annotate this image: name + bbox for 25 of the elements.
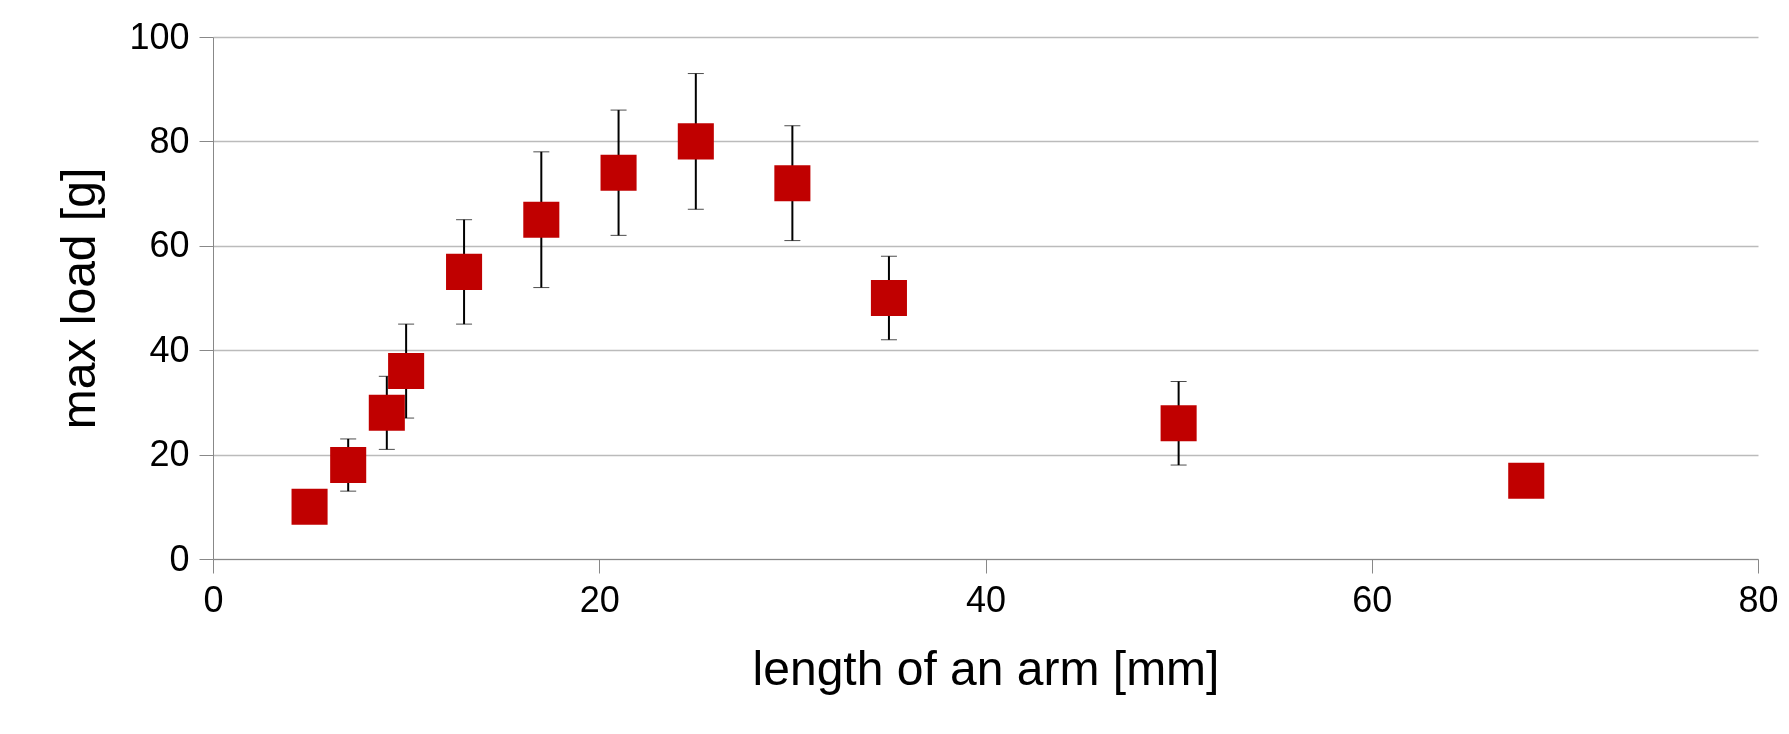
y-tick-label: 20 (149, 433, 190, 475)
point (388, 353, 425, 390)
point (523, 201, 560, 238)
y-tick-label: 100 (129, 15, 190, 57)
y-axis-title: max load [g] (52, 167, 106, 430)
point (600, 154, 637, 191)
x-tick-label: 80 (1738, 578, 1779, 620)
y-tick-label: 80 (149, 119, 190, 161)
point (774, 165, 811, 202)
y-tick-label: 0 (169, 537, 190, 579)
x-axis-title: length of an arm [mm] (752, 641, 1220, 695)
point (677, 123, 714, 160)
x-tick-label: 40 (965, 578, 1007, 620)
y-tick-label: 60 (149, 224, 190, 266)
x-tick-label: 20 (579, 578, 620, 620)
point (870, 279, 907, 317)
point (1508, 462, 1545, 499)
point (291, 488, 328, 525)
y-tick-label: 40 (149, 328, 190, 370)
point (330, 447, 367, 484)
x-tick-label: 0 (203, 578, 224, 620)
point (1160, 405, 1197, 442)
point (446, 253, 483, 290)
point (368, 394, 405, 431)
x-tick-label: 60 (1352, 578, 1393, 620)
